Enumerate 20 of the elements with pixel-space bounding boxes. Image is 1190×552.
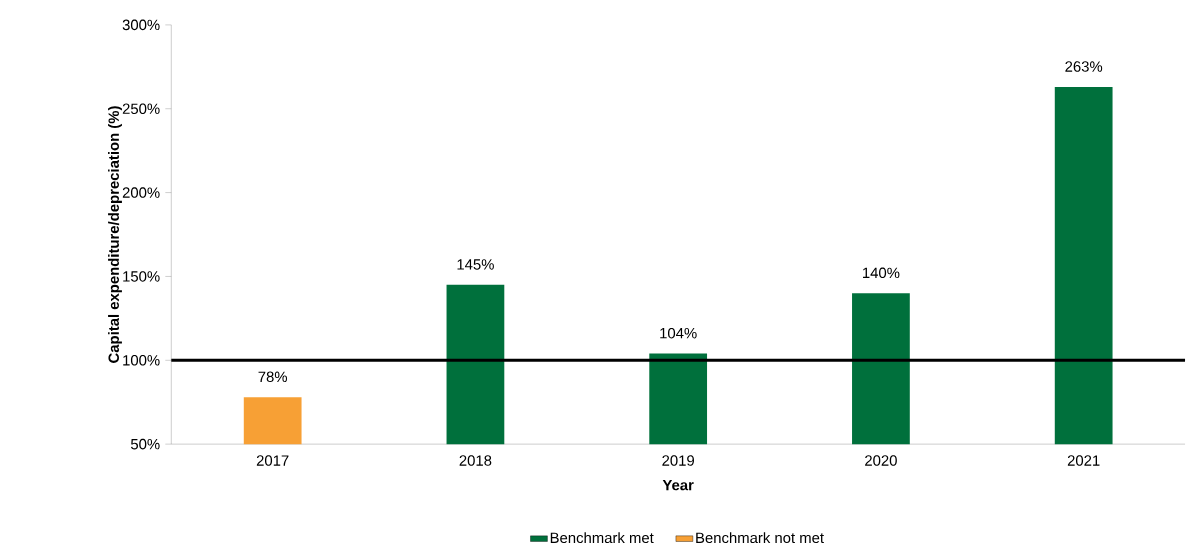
x-tick-label: 2018 [459, 455, 492, 466]
x-tick-label: 2021 [1067, 455, 1100, 466]
x-axis-title: Year [662, 480, 694, 491]
y-axis-title: Capital expenditure/depreciation (%) [108, 106, 122, 364]
x-tick-label: 2020 [865, 455, 897, 466]
x-tick-label: 2017 [256, 455, 289, 466]
data-label: 78% [258, 371, 288, 383]
legend-label: Benchmark met [550, 532, 654, 544]
y-tick-label: 250% [122, 103, 160, 115]
y-tick-label: 200% [122, 187, 160, 199]
y-tick-label: 150% [123, 271, 160, 282]
legend-label: Benchmark not met [696, 532, 824, 544]
data-label: 263% [1065, 61, 1103, 72]
data-label: 140% [863, 267, 900, 279]
y-tick-label: 50% [130, 439, 160, 450]
y-tick-label: 100% [123, 355, 160, 366]
data-label: 145% [457, 259, 494, 270]
y-tick-label: 300% [122, 19, 160, 31]
data-label: 104% [660, 328, 697, 339]
x-tick-label: 2019 [662, 455, 694, 466]
